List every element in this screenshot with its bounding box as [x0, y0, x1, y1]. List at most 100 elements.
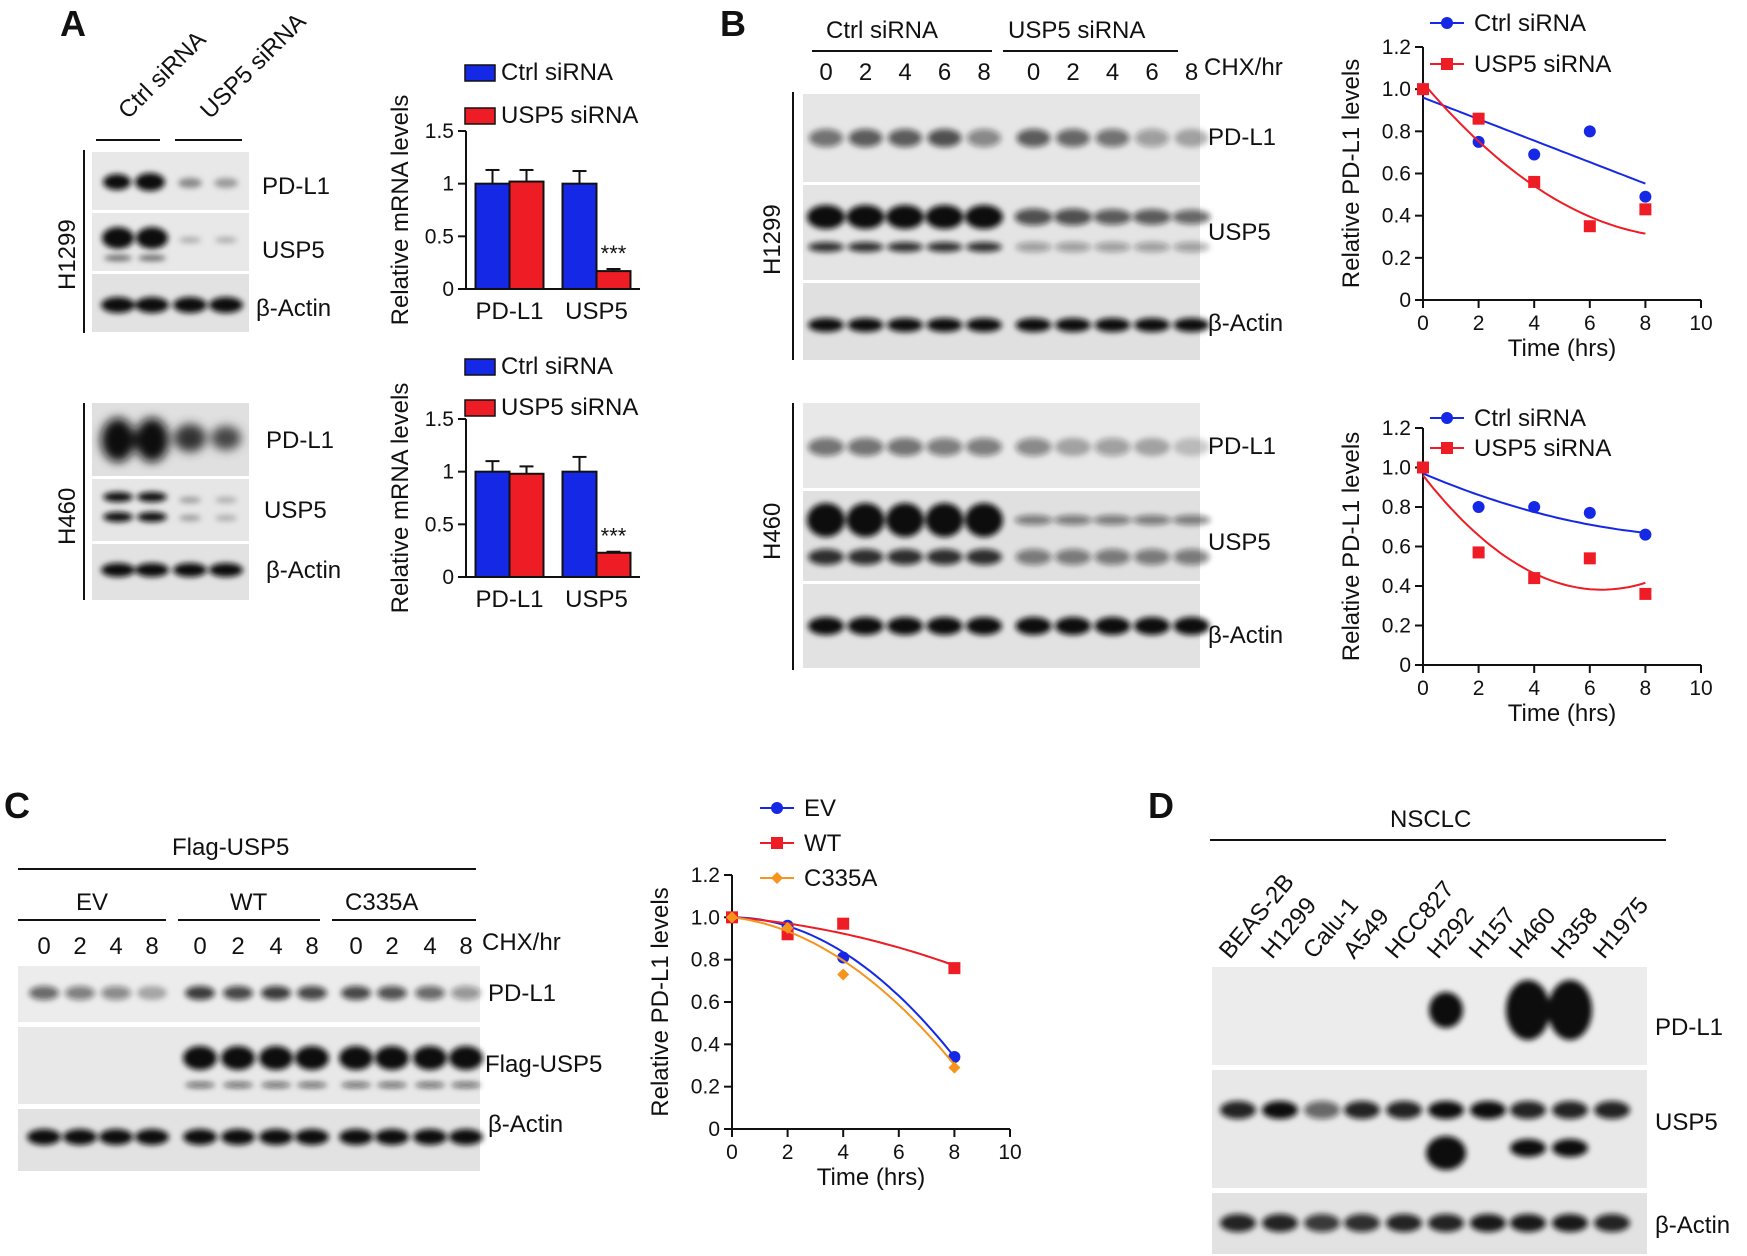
data-point [1417, 83, 1429, 96]
time-label-c: 2 [231, 933, 244, 960]
legend-label: Ctrl siRNA [1474, 10, 1586, 37]
group-label-flag-usp5-c: Flag-USP5 [172, 834, 289, 861]
x-tick-label: 8 [949, 1141, 961, 1164]
data-point [1639, 203, 1652, 216]
band [847, 318, 884, 332]
time-label-b: 8 [977, 59, 990, 86]
band [1173, 438, 1210, 456]
data-point [771, 802, 783, 814]
data-point [837, 917, 850, 930]
band [261, 986, 291, 1000]
band-label-flag-usp5-c: Flag-USP5 [485, 1051, 602, 1078]
x-tick-label: 0 [726, 1141, 738, 1164]
band [1014, 515, 1053, 525]
time-label-c: 2 [385, 933, 398, 960]
band [1133, 515, 1171, 525]
band-label-pdl1-a1: PD-L1 [262, 173, 330, 200]
panel-label-d: D [1148, 785, 1174, 826]
time-label-c: 8 [145, 933, 158, 960]
data-point [1472, 546, 1485, 559]
x-tick-label: USP5 [565, 586, 628, 613]
y-tick-label: 1.2 [691, 864, 720, 887]
band [967, 129, 1001, 147]
x-tick-label: 0 [1417, 677, 1429, 700]
y-axis-label: Relative PD-L1 levels [647, 887, 674, 1116]
band [375, 1046, 409, 1070]
time-label-c: 0 [193, 933, 206, 960]
band [63, 1129, 97, 1145]
band-label-usp5-a1: USP5 [262, 237, 325, 264]
time-label-b: 2 [859, 59, 872, 86]
data-point [1472, 501, 1485, 513]
band [807, 503, 845, 537]
x-tick-label: 8 [1640, 312, 1652, 335]
significance-label: *** [601, 524, 627, 549]
time-label-b: 0 [1027, 59, 1040, 86]
y-tick-label: 0.6 [1382, 536, 1411, 559]
x-tick-label: 4 [837, 1141, 849, 1164]
band [1093, 209, 1132, 225]
band [847, 438, 884, 456]
time-label-c: 0 [349, 933, 362, 960]
band [1173, 549, 1210, 565]
y-axis-label: Relative mRNA levels [387, 95, 414, 326]
band [1093, 515, 1132, 525]
bar [561, 470, 598, 578]
band [966, 318, 1002, 332]
band [1055, 438, 1091, 456]
y-tick-label: 0.6 [1382, 163, 1411, 186]
band [886, 205, 924, 229]
band [1054, 515, 1092, 525]
data-point [1528, 501, 1541, 513]
band [966, 617, 1002, 635]
panel-label-c: C [4, 785, 30, 826]
x-tick-label: 6 [1584, 677, 1596, 700]
x-tick-label: USP5 [565, 298, 628, 325]
cell-line-label: H358 [1546, 903, 1604, 964]
panel-label-b: B [720, 3, 746, 44]
band-label-actin-c: β-Actin [488, 1111, 563, 1138]
band [1094, 617, 1131, 635]
y-tick-label: 0 [1399, 654, 1411, 677]
band [926, 617, 963, 635]
data-point [1417, 461, 1429, 474]
band [925, 205, 964, 229]
x-tick-label: 4 [1528, 312, 1540, 335]
band [297, 1082, 327, 1088]
bar [561, 182, 598, 291]
band [1386, 1214, 1422, 1232]
band [1344, 1101, 1380, 1119]
legend-label: Ctrl siRNA [1474, 405, 1586, 432]
band [846, 205, 885, 229]
time-label-c: 4 [269, 933, 282, 960]
band [137, 986, 167, 1000]
band [259, 1129, 293, 1145]
chart-b1: 0 0.2 0.4 0.6 0.8 1.0 1.2 Relative PD-L1 levels… [1338, 10, 1713, 362]
y-tick-label: 1.0 [1382, 457, 1411, 480]
y-tick-label: 0.2 [1382, 615, 1411, 638]
band [415, 1082, 445, 1088]
band [1470, 1214, 1506, 1232]
band-label-pdl1-b2: PD-L1 [1208, 433, 1276, 460]
bar [595, 551, 632, 578]
y-axis-label: Relative mRNA levels [387, 383, 414, 614]
y-tick-label: 1.5 [425, 408, 454, 431]
fit-line [731, 916, 956, 1058]
band [341, 986, 371, 1000]
band [1510, 1214, 1546, 1232]
band [1133, 209, 1171, 225]
band [1173, 242, 1210, 252]
band [1304, 1101, 1340, 1119]
y-tick-label: 0.4 [1382, 575, 1412, 598]
time-label-c: 8 [459, 933, 472, 960]
band [1135, 129, 1169, 147]
legend-label: USP5 siRNA [1474, 51, 1611, 78]
y-tick-label: 0.2 [1382, 247, 1411, 270]
band [808, 549, 844, 565]
legend-label: WT [804, 830, 842, 857]
band [847, 242, 884, 252]
data-point [1583, 220, 1596, 233]
band-label-actin-b1: β-Actin [1208, 310, 1283, 337]
